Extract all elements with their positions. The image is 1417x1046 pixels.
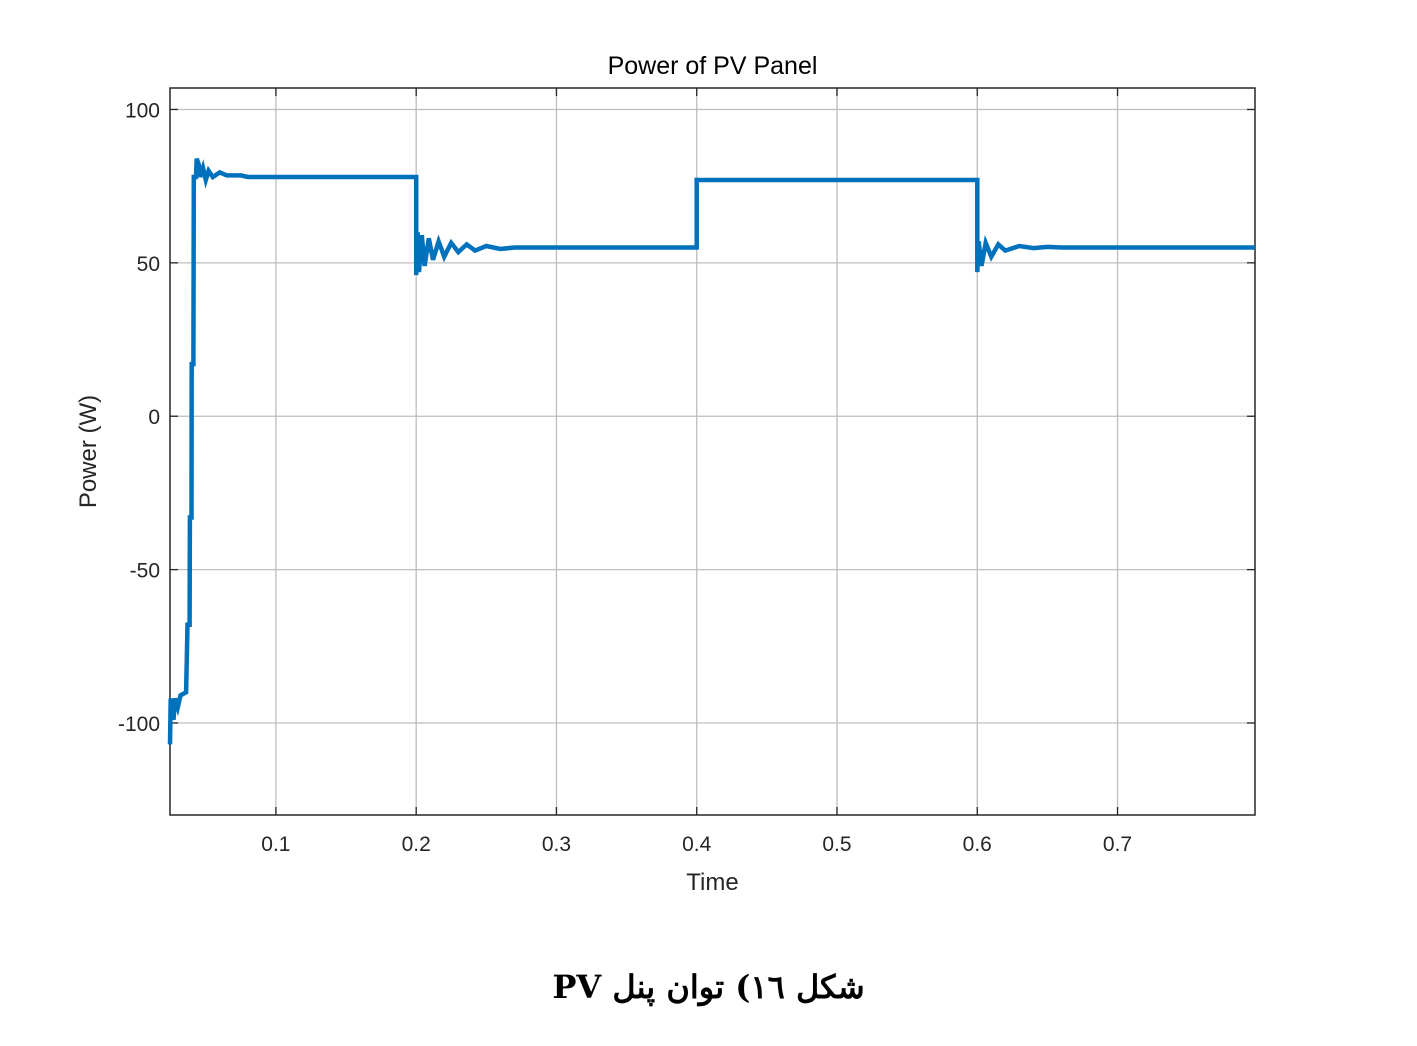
chart-title: Power of PV Panel bbox=[608, 52, 818, 80]
x-tick-label: 0.1 bbox=[261, 833, 290, 856]
y-tick-label: -50 bbox=[130, 560, 160, 583]
x-tick-label: 0.7 bbox=[1103, 833, 1132, 856]
x-tick-label: 0.6 bbox=[963, 833, 992, 856]
figure-caption: شکل ١٦) توان پنل PV bbox=[552, 968, 865, 1006]
x-tick-label: 0.2 bbox=[402, 833, 431, 856]
ticks: 0.1 0.2 0.3 0.4 0.5 0.6 0.7 100 50 0 -50 -100 bbox=[118, 88, 1255, 856]
x-tick-label: 0.4 bbox=[682, 833, 712, 856]
grid bbox=[170, 88, 1255, 815]
y-tick-label: 100 bbox=[125, 99, 160, 122]
y-tick-label: 50 bbox=[137, 253, 160, 276]
y-tick-label: -100 bbox=[118, 713, 160, 736]
x-tick-label: 0.3 bbox=[542, 833, 571, 856]
y-axis-label: Power (W) bbox=[75, 395, 102, 508]
axes-box bbox=[169, 87, 1256, 816]
x-tick-label: 0.5 bbox=[822, 833, 851, 856]
y-tick-label: 0 bbox=[148, 406, 160, 429]
series-line bbox=[167, 157, 1255, 745]
x-axis-label: Time bbox=[686, 869, 738, 896]
